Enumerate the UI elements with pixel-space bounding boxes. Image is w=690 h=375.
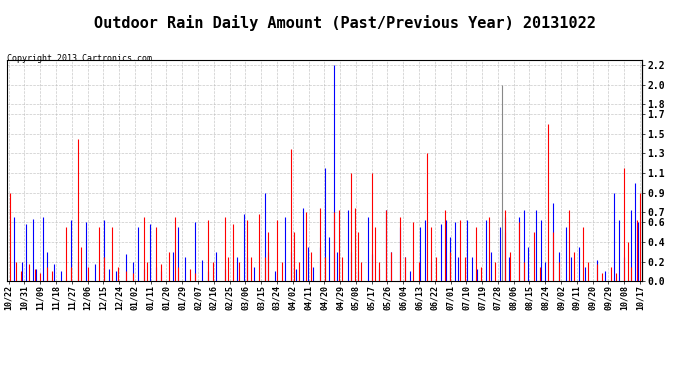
Text: Copyright 2013 Cartronics.com: Copyright 2013 Cartronics.com [7,54,152,63]
Text: Outdoor Rain Daily Amount (Past/Previous Year) 20131022: Outdoor Rain Daily Amount (Past/Previous… [94,15,596,31]
